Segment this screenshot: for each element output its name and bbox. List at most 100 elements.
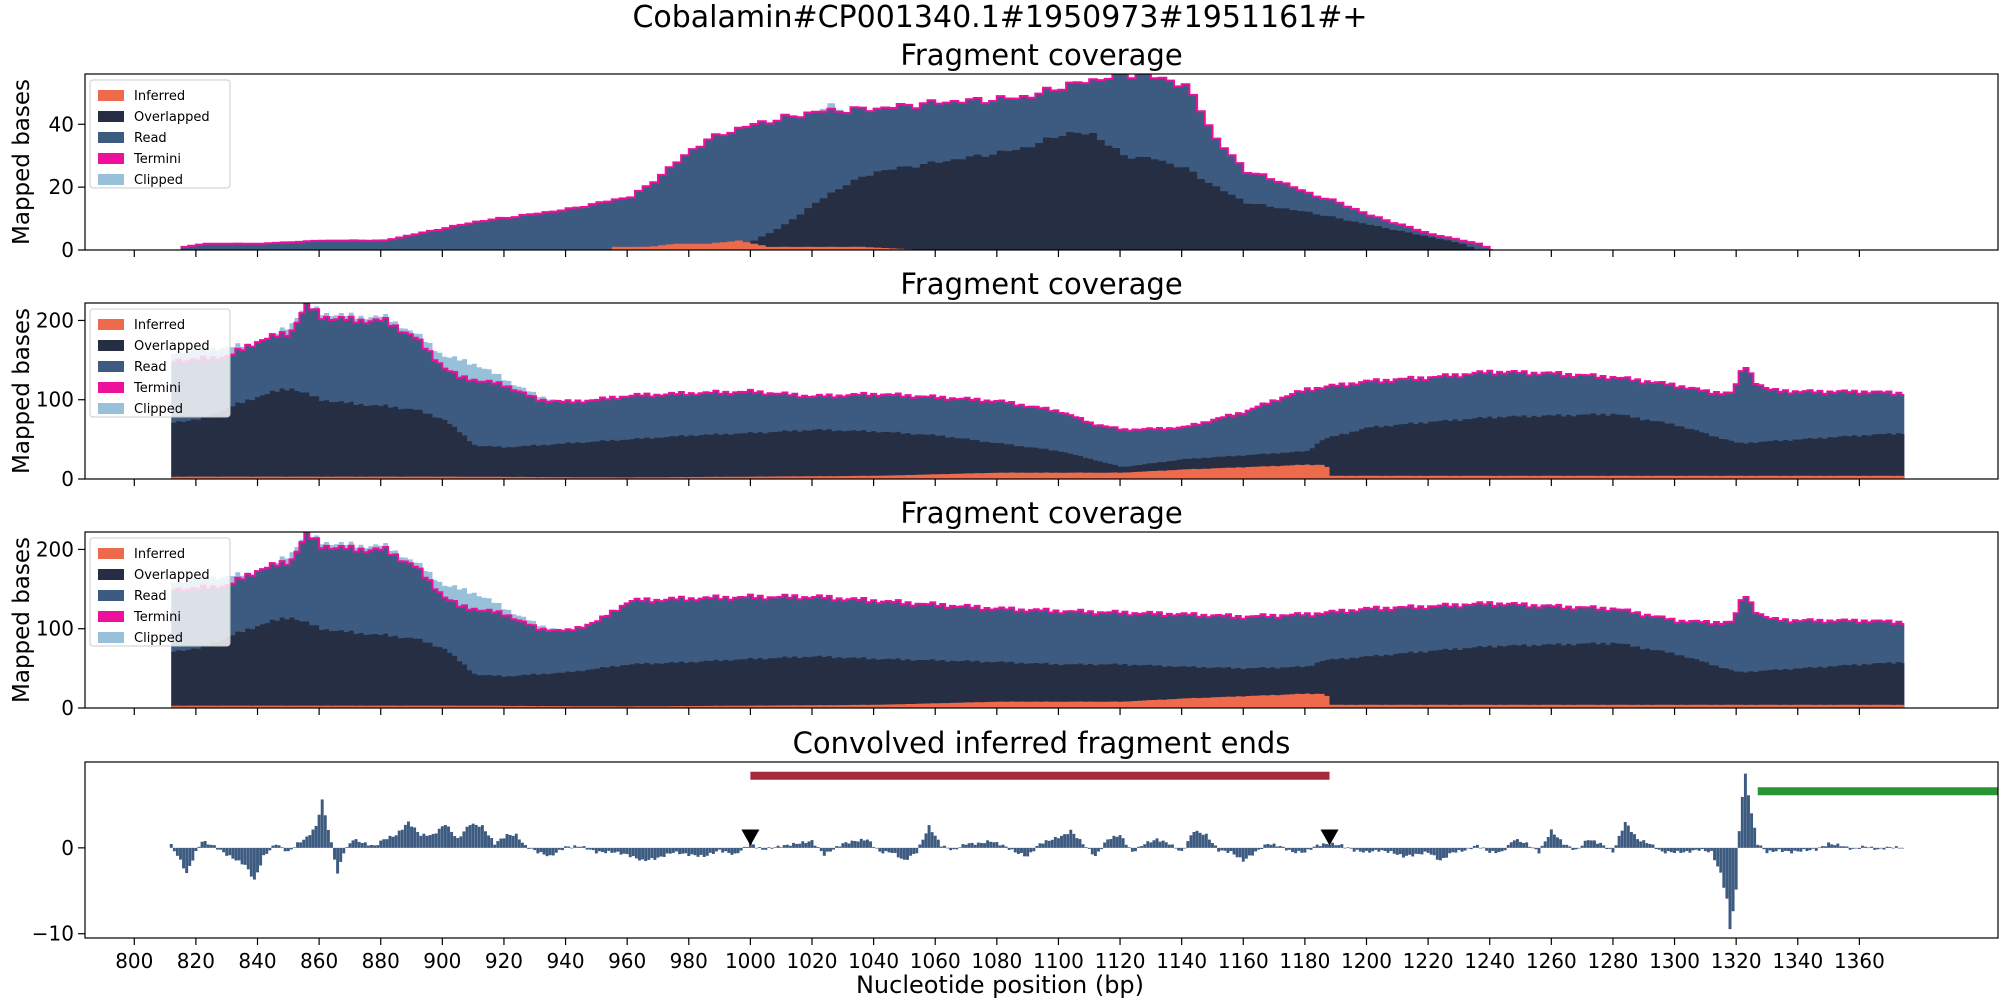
bar <box>339 847 343 862</box>
bar <box>197 846 201 848</box>
axes-frame <box>84 761 1999 939</box>
axes-frame <box>84 73 1999 251</box>
bar <box>659 847 663 857</box>
bar <box>752 844 755 848</box>
bar <box>1531 847 1535 849</box>
bar <box>400 829 404 848</box>
bar <box>231 847 235 859</box>
bar <box>1787 847 1790 852</box>
bar <box>727 847 731 853</box>
bar <box>634 847 638 859</box>
bar <box>1799 847 1803 852</box>
bar <box>1056 838 1060 848</box>
bar <box>246 847 250 870</box>
legend-swatch-read <box>98 361 124 372</box>
bar <box>964 844 968 848</box>
bar <box>545 847 549 857</box>
bar <box>872 846 876 848</box>
x-tick-label: 1300 <box>1649 949 1700 973</box>
bar <box>708 847 712 853</box>
bar <box>1592 840 1596 848</box>
bar <box>865 839 869 848</box>
bar <box>480 825 484 848</box>
bar <box>1442 847 1445 858</box>
bar <box>1278 845 1282 848</box>
bar <box>1361 847 1365 853</box>
bar <box>742 846 746 848</box>
x-tick-label: 860 <box>300 949 338 973</box>
bar <box>1115 836 1119 848</box>
bar <box>1540 845 1544 848</box>
bar <box>1457 847 1461 850</box>
series-overlapped <box>171 388 1905 479</box>
x-tick-label: 1340 <box>1772 949 1823 973</box>
bar <box>1562 844 1566 848</box>
plot-area <box>171 303 1905 479</box>
bar <box>1777 847 1781 850</box>
bar <box>1398 847 1402 855</box>
legend-swatch-inferred <box>98 548 124 559</box>
bar <box>739 847 743 851</box>
bar <box>687 847 691 857</box>
bar <box>1214 845 1218 848</box>
bar <box>1170 844 1174 848</box>
bar <box>622 847 626 854</box>
plot-area <box>171 532 1905 708</box>
bar <box>311 829 315 848</box>
bar <box>1374 847 1378 850</box>
x-tick-label: 1180 <box>1279 949 1330 973</box>
bar <box>1586 840 1590 848</box>
bar <box>1466 847 1470 849</box>
bar <box>979 843 983 848</box>
bar <box>1706 847 1710 853</box>
bar <box>832 847 836 850</box>
bar <box>1620 830 1624 848</box>
bar <box>169 843 173 848</box>
x-tick-label: 940 <box>546 949 584 973</box>
subplots-group: Inferred Overlapped Read Termini Clipped 0 20 4… <box>9 38 1999 946</box>
legend: Inferred Overlapped Read Termini Clipped <box>89 79 231 189</box>
bar <box>243 847 247 865</box>
legend-box <box>89 79 231 189</box>
bar <box>1084 847 1088 848</box>
series-termini <box>180 74 1493 250</box>
bar <box>628 847 632 858</box>
bar <box>1734 847 1738 890</box>
bar <box>1380 847 1384 851</box>
bar <box>1238 847 1242 858</box>
legend-label-overlapped: Overlapped <box>134 568 210 583</box>
bar <box>1072 833 1076 848</box>
bar <box>958 847 962 849</box>
bar <box>1725 847 1729 899</box>
bar <box>262 847 266 856</box>
legend-label-termini: Termini <box>133 381 181 396</box>
legend-label-overlapped: Overlapped <box>134 339 210 354</box>
bar <box>1648 843 1652 848</box>
bar <box>259 847 263 866</box>
bar <box>1626 825 1630 848</box>
bar <box>1694 847 1698 850</box>
bar <box>1247 847 1251 856</box>
x-tick-label: 1080 <box>971 949 1022 973</box>
bar <box>924 833 928 848</box>
bar <box>1244 847 1248 859</box>
bar <box>594 847 598 854</box>
bar <box>336 847 340 874</box>
bar <box>1211 842 1214 848</box>
bar <box>671 847 675 853</box>
bar <box>1762 847 1766 850</box>
bar <box>289 847 293 850</box>
x-tick-label: 800 <box>115 949 153 973</box>
bar <box>382 839 386 848</box>
legend-swatch-termini <box>98 382 124 393</box>
legend-label-read: Read <box>134 360 167 375</box>
bar <box>1460 847 1464 852</box>
bar <box>779 847 783 848</box>
bar <box>1790 847 1794 854</box>
bar <box>1392 847 1396 854</box>
bar <box>527 847 531 849</box>
bar <box>970 842 974 848</box>
bar <box>1284 847 1288 851</box>
bar <box>175 847 179 856</box>
x-tick-label: 1040 <box>848 949 899 973</box>
